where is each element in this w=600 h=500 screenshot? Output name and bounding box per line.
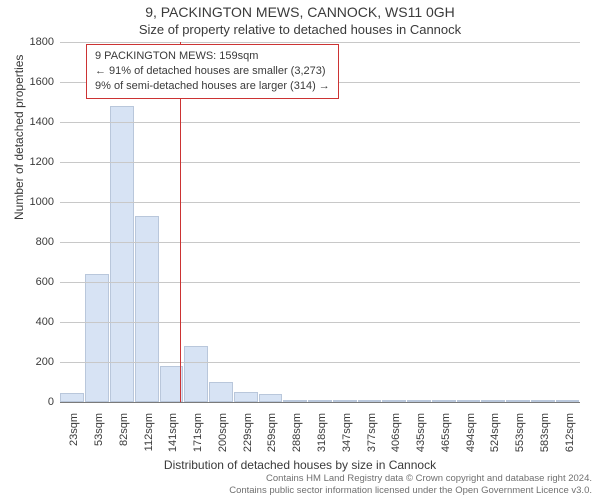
x-tick-label: 435sqm — [415, 413, 427, 463]
attribution: Contains HM Land Registry data © Crown c… — [229, 473, 592, 497]
grid-line — [60, 162, 580, 163]
x-tick-label: 82sqm — [118, 413, 130, 463]
x-tick-label: 23sqm — [68, 413, 80, 463]
chart-title: 9, PACKINGTON MEWS, CANNOCK, WS11 0GH — [0, 4, 600, 20]
histogram-chart: 9, PACKINGTON MEWS, CANNOCK, WS11 0GH Si… — [0, 0, 600, 500]
x-tick-label: 200sqm — [217, 413, 229, 463]
callout-box: 9 PACKINGTON MEWS: 159sqm← 91% of detach… — [86, 44, 339, 99]
x-tick-label: 406sqm — [390, 413, 402, 463]
bar — [85, 274, 109, 402]
bar — [135, 216, 159, 402]
callout-line: ← 91% of detached houses are smaller (3,… — [95, 64, 330, 79]
x-tick-label: 229sqm — [242, 413, 254, 463]
x-tick-label: 494sqm — [465, 413, 477, 463]
x-tick-label: 53sqm — [93, 413, 105, 463]
y-tick-label: 1800 — [14, 36, 54, 48]
bar — [110, 106, 134, 402]
y-tick-label: 0 — [14, 396, 54, 408]
grid-line — [60, 42, 580, 43]
grid-line — [60, 202, 580, 203]
callout-line: 9% of semi-detached houses are larger (3… — [95, 79, 330, 94]
x-tick-label: 377sqm — [366, 413, 378, 463]
y-tick-label: 1600 — [14, 76, 54, 88]
grid-line — [60, 242, 580, 243]
x-axis-label: Distribution of detached houses by size … — [0, 458, 600, 472]
x-tick-label: 553sqm — [514, 413, 526, 463]
x-tick-label: 347sqm — [341, 413, 353, 463]
x-tick-label: 112sqm — [143, 413, 155, 463]
bar — [209, 382, 233, 402]
x-tick-label: 612sqm — [564, 413, 576, 463]
x-tick-label: 318sqm — [316, 413, 328, 463]
x-tick-label: 171sqm — [192, 413, 204, 463]
bar — [184, 346, 208, 402]
bar — [234, 392, 258, 402]
bar — [60, 393, 84, 402]
attribution-line: Contains public sector information licen… — [229, 485, 592, 497]
y-tick-label: 400 — [14, 316, 54, 328]
grid-line — [60, 402, 580, 403]
chart-subtitle: Size of property relative to detached ho… — [0, 22, 600, 37]
grid-line — [60, 282, 580, 283]
plot-area: 02004006008001000120014001600180023sqm53… — [60, 42, 580, 402]
x-tick-label: 141sqm — [167, 413, 179, 463]
grid-line — [60, 122, 580, 123]
x-tick-label: 288sqm — [291, 413, 303, 463]
callout-line: 9 PACKINGTON MEWS: 159sqm — [95, 49, 330, 64]
grid-line — [60, 322, 580, 323]
x-tick-label: 259sqm — [266, 413, 278, 463]
x-tick-label: 524sqm — [489, 413, 501, 463]
y-tick-label: 600 — [14, 276, 54, 288]
y-tick-label: 1400 — [14, 116, 54, 128]
y-tick-label: 200 — [14, 356, 54, 368]
y-tick-label: 800 — [14, 236, 54, 248]
y-tick-label: 1200 — [14, 156, 54, 168]
x-tick-label: 583sqm — [539, 413, 551, 463]
grid-line — [60, 362, 580, 363]
attribution-line: Contains HM Land Registry data © Crown c… — [229, 473, 592, 485]
x-tick-label: 465sqm — [440, 413, 452, 463]
bar — [259, 394, 283, 402]
y-tick-label: 1000 — [14, 196, 54, 208]
